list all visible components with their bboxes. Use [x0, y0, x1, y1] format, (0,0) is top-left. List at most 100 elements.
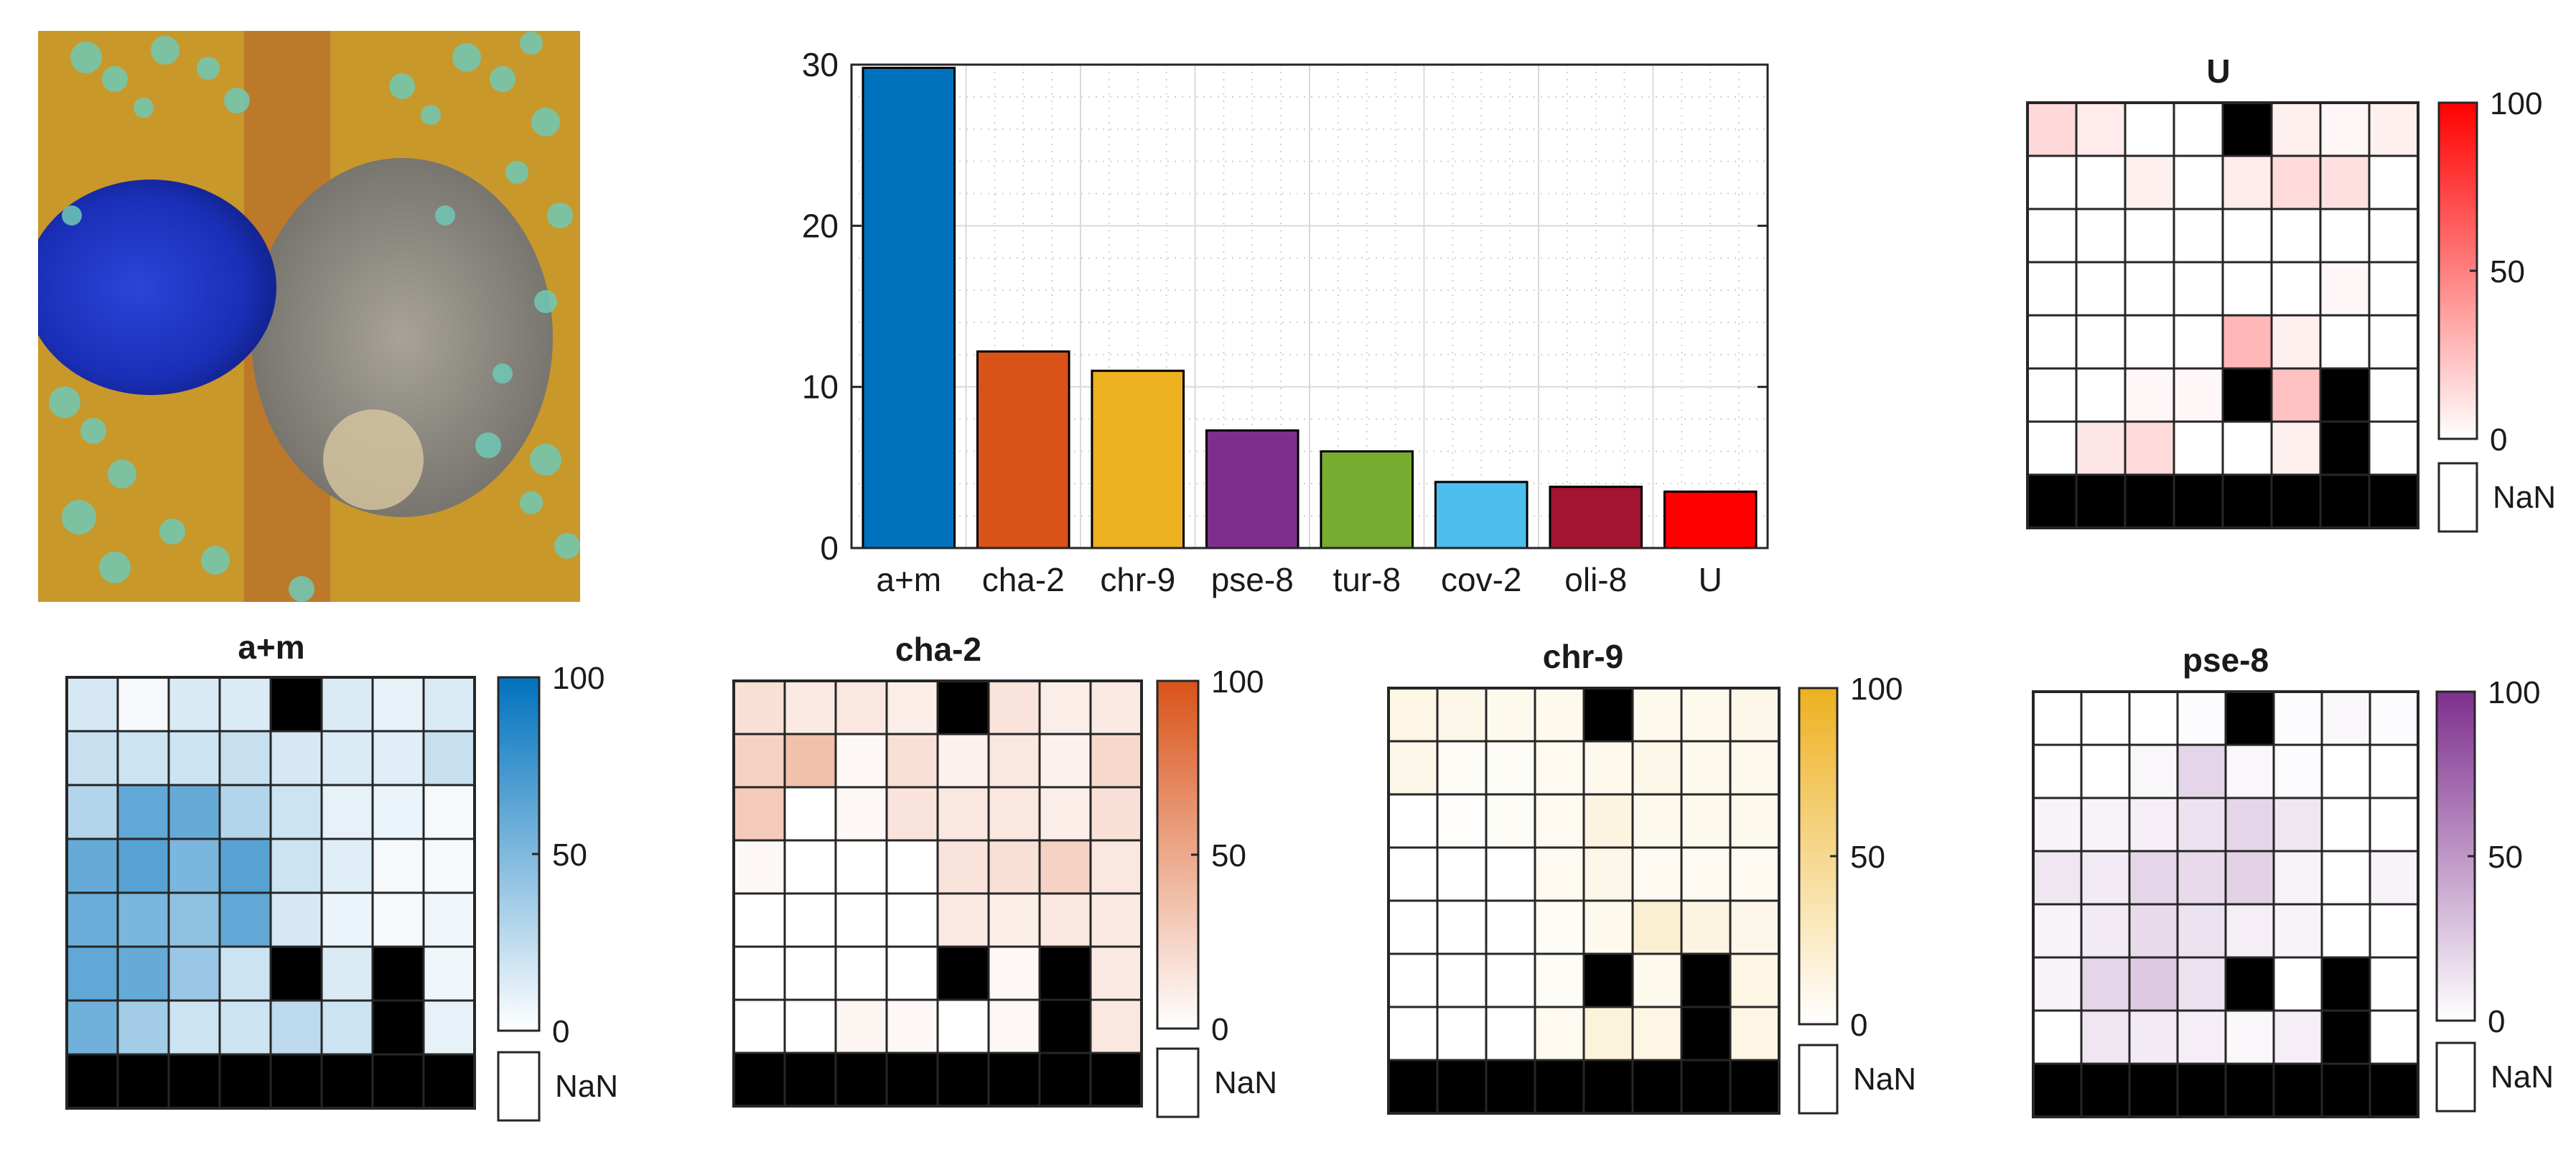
heatmap-cell-nan	[116, 1053, 170, 1110]
heatmap-cell	[2320, 797, 2371, 853]
heatmap-cell	[269, 730, 323, 786]
heatmap-border	[2026, 101, 2419, 529]
bar-chart: a+m cha-2 chr-9 pse-8 tur-8 cov-2 oli-8 U 0 10 20 3…	[802, 46, 1769, 598]
heatmap-cell	[2080, 903, 2131, 959]
heatmap-cell	[320, 891, 374, 948]
heatmap-cell	[2270, 154, 2322, 210]
heatmap-cell	[1089, 998, 1143, 1054]
heatmap-cell	[2320, 850, 2371, 906]
heatmap-cell	[2369, 743, 2419, 799]
heatmap-cell	[1387, 846, 1439, 902]
heatmap-cell	[2272, 743, 2323, 799]
x-tick-label: U	[1699, 561, 1722, 598]
heatmap-cell	[885, 945, 939, 1001]
heatmap-cell	[1534, 740, 1585, 796]
heatmap-cell	[936, 998, 990, 1054]
heatmap-cell	[116, 784, 170, 840]
heatmap-cell	[2221, 420, 2273, 476]
heatmap-title: pse-8	[2183, 641, 2269, 679]
heatmap-cell	[885, 892, 939, 948]
heatmap-cell	[2032, 850, 2083, 906]
colorbar-tick-label: 50	[1211, 838, 1246, 873]
heatmap-cell	[2032, 1009, 2083, 1065]
heatmap-cell	[2026, 261, 2078, 317]
heatmap-cell	[732, 945, 786, 1001]
heatmap-cell	[1534, 1006, 1585, 1062]
colorbar	[1798, 687, 1839, 1026]
heatmap-cell	[65, 730, 119, 786]
heatmap-cell	[269, 999, 323, 1056]
heatmap-cell-nan	[987, 1052, 1041, 1108]
nan-legend-swatch	[497, 1051, 541, 1122]
heatmap-cell	[2128, 797, 2179, 853]
heatmap-cell	[987, 679, 1041, 735]
heatmap-cell	[2173, 314, 2224, 370]
heatmap-border	[1387, 687, 1781, 1115]
heatmap-cell	[167, 891, 221, 948]
heatmap-border	[2032, 690, 2419, 1118]
heatmap-cell-nan	[2075, 473, 2127, 529]
heatmap-cell	[1631, 1006, 1683, 1062]
heatmap-cell	[2173, 261, 2224, 317]
malachite-spot	[62, 500, 96, 534]
heatmap-cell	[320, 945, 374, 1002]
heatmap-cell-nan	[2173, 473, 2224, 529]
heatmap-cell	[987, 892, 1041, 948]
heatmap-cell	[936, 733, 990, 789]
malachite-spot	[134, 98, 154, 118]
heatmap-cell	[2224, 850, 2275, 906]
heatmap-title: chr-9	[1543, 638, 1623, 675]
heatmap-cell-nan	[2319, 473, 2371, 529]
heatmap-cell	[422, 784, 476, 840]
malachite-spot	[554, 533, 580, 559]
heatmap-cell	[2075, 420, 2127, 476]
heatmap-cell	[2026, 367, 2078, 423]
heatmap-cell	[885, 998, 939, 1054]
heatmap-cell	[1582, 740, 1634, 796]
bar-U	[1663, 490, 1758, 549]
malachite-spot	[421, 105, 441, 125]
heatmap-cell	[2320, 743, 2371, 799]
heatmap-border	[65, 676, 476, 1110]
heatmap-cell	[2319, 154, 2371, 210]
heatmap-cell	[732, 733, 786, 789]
heatmap-cell	[2173, 101, 2224, 157]
heatmap-cell	[2221, 261, 2273, 317]
heatmap-cell-nan	[885, 1052, 939, 1108]
heatmap-cell	[2080, 956, 2131, 1012]
heatmap-cell-nan	[422, 1053, 476, 1110]
heatmap-cell-nan	[2270, 473, 2322, 529]
nan-legend-label: NaN	[1214, 1065, 1277, 1100]
malachite-spot	[520, 491, 543, 514]
heatmap-cell	[987, 786, 1041, 842]
heatmap-cell-nan	[1089, 1052, 1143, 1108]
heatmap-cell	[1631, 899, 1683, 955]
photo-matrix	[251, 158, 553, 517]
heatmap-cell	[2124, 208, 2175, 264]
heatmap-cell-nan	[2319, 367, 2371, 423]
heatmap-cell	[1680, 793, 1732, 849]
heatmap-cell-nan	[2128, 1062, 2179, 1118]
heatmap-cell	[422, 891, 476, 948]
heatmap-cell	[1729, 899, 1781, 955]
heatmap-cell	[2320, 903, 2371, 959]
heatmap-cell	[167, 676, 221, 733]
heatmap-cell	[783, 945, 837, 1001]
malachite-spot	[224, 88, 250, 113]
heatmap-cell	[2026, 208, 2078, 264]
heatmap-cell	[1436, 899, 1488, 955]
heatmap-cell	[1534, 952, 1585, 1008]
heatmap-cell	[2270, 420, 2322, 476]
heatmap-cell-nan	[1436, 1059, 1488, 1115]
photo-azurite	[38, 180, 276, 395]
heatmap-cell	[1729, 793, 1781, 849]
heatmap-cell	[1038, 839, 1092, 895]
heatmap-cell	[2176, 956, 2227, 1012]
malachite-spot	[99, 552, 131, 583]
heatmap-cell	[65, 999, 119, 1056]
heatmap-cell	[2080, 797, 2131, 853]
heatmap-cell	[1089, 733, 1143, 789]
bar-tur-8	[1320, 450, 1414, 549]
malachite-spot	[547, 203, 573, 228]
heatmap-cell	[2176, 797, 2227, 853]
